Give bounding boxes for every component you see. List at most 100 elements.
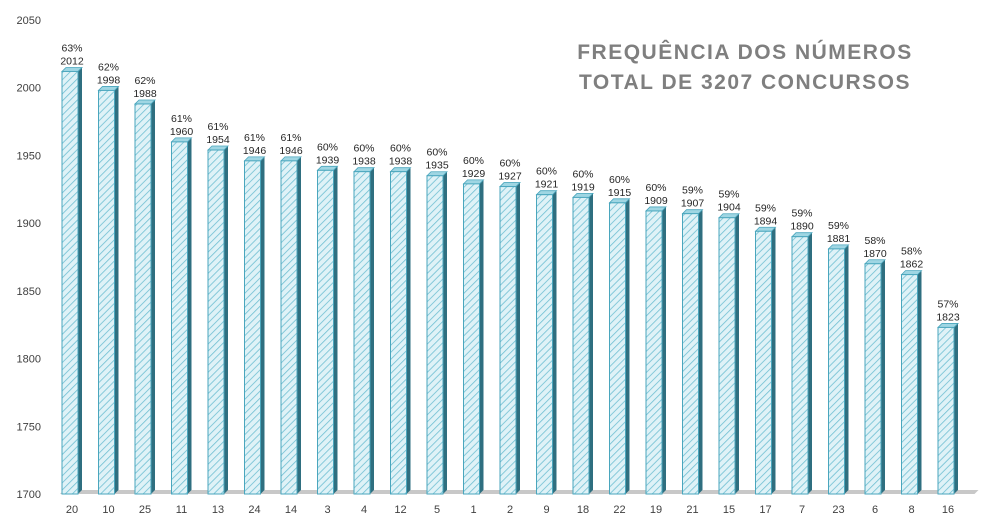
- x-tick-label: 6: [872, 504, 878, 516]
- value-label: 2012: [60, 55, 84, 67]
- percent-label: 59%: [828, 220, 849, 232]
- bar: [535, 190, 558, 495]
- bar-top-face: [462, 179, 485, 185]
- x-tick-label: 18: [577, 504, 589, 516]
- bar: [280, 156, 302, 495]
- bar-front-face: [901, 274, 918, 495]
- value-label: 1946: [279, 145, 303, 157]
- bar-top-face: [718, 213, 740, 219]
- percent-label: 63%: [61, 42, 82, 54]
- value-label: 1998: [97, 74, 121, 86]
- x-tick-label: 8: [908, 504, 914, 516]
- bar-top-face: [827, 244, 850, 250]
- x-tick-label: 4: [361, 504, 367, 516]
- percent-label: 62%: [98, 61, 119, 73]
- bar-top-face: [645, 206, 667, 212]
- bar: [937, 323, 959, 495]
- bar: [608, 198, 631, 495]
- x-tick-label: 2: [507, 504, 513, 516]
- y-tick-label: 1750: [17, 421, 41, 433]
- y-tick-label: 1950: [17, 150, 41, 162]
- bar-side-face: [78, 67, 82, 494]
- y-tick-label: 1800: [17, 354, 41, 366]
- x-tick-label: 3: [324, 504, 330, 516]
- y-tick-label: 1850: [17, 286, 41, 298]
- bar-top-face: [170, 137, 193, 143]
- bar: [572, 193, 594, 495]
- bar: [718, 213, 740, 495]
- y-tick-label: 2000: [17, 83, 41, 95]
- y-tick-label: 1900: [17, 218, 41, 230]
- value-label: 1938: [389, 156, 413, 168]
- bar-side-face: [297, 156, 301, 495]
- bar: [462, 179, 485, 495]
- bar-front-face: [134, 103, 152, 495]
- bar-front-face: [244, 160, 261, 495]
- value-label: 1862: [900, 259, 924, 271]
- x-tick-label: 16: [942, 504, 954, 516]
- percent-label: 60%: [536, 166, 557, 178]
- x-tick-label: 12: [394, 504, 406, 516]
- bar: [170, 137, 193, 495]
- x-tick-label: 10: [102, 504, 114, 516]
- bar-side-face: [735, 213, 739, 494]
- x-tick-label: 23: [832, 504, 844, 516]
- y-tick-label: 2050: [17, 15, 41, 27]
- bar-front-face: [791, 236, 809, 495]
- bar-side-face: [260, 156, 265, 495]
- x-tick-label: 24: [248, 504, 260, 516]
- value-label: 1890: [790, 221, 814, 233]
- bar: [61, 67, 83, 495]
- value-label: 1921: [535, 179, 559, 191]
- bar-top-face: [572, 193, 594, 198]
- percent-label: 61%: [207, 121, 228, 133]
- bar: [426, 171, 448, 495]
- bar-side-face: [881, 259, 885, 494]
- bar-front-face: [536, 194, 553, 495]
- bar-front-face: [61, 70, 79, 495]
- percent-label: 58%: [864, 235, 885, 247]
- value-label: 1935: [425, 160, 449, 172]
- bar-top-face: [207, 145, 229, 151]
- value-label: 1907: [681, 198, 705, 210]
- percent-label: 57%: [937, 298, 958, 310]
- bar-top-face: [280, 156, 302, 162]
- percent-label: 60%: [645, 182, 666, 194]
- bar-front-face: [499, 186, 517, 495]
- bar-front-face: [98, 89, 115, 495]
- bar-front-face: [718, 217, 736, 495]
- bar-side-face: [698, 209, 703, 495]
- bar: [754, 226, 777, 495]
- x-tick-label: 20: [66, 504, 78, 516]
- percent-label: 60%: [426, 147, 447, 159]
- percent-label: 61%: [171, 113, 192, 125]
- x-tick-label: 19: [650, 504, 662, 516]
- bar-front-face: [353, 171, 371, 495]
- bar-top-face: [316, 165, 339, 171]
- value-label: 1939: [316, 154, 340, 166]
- x-tick-label: 7: [799, 504, 805, 516]
- value-label: 1938: [352, 156, 376, 168]
- value-label: 1960: [170, 126, 194, 138]
- bar: [900, 270, 923, 495]
- percent-label: 62%: [134, 75, 155, 87]
- bar-side-face: [917, 270, 922, 494]
- bar-side-face: [954, 323, 958, 494]
- bar: [827, 244, 850, 495]
- bar: [134, 99, 156, 495]
- bar: [645, 206, 667, 495]
- bar-side-face: [516, 182, 520, 494]
- bar-front-face: [864, 263, 882, 495]
- percent-label: 61%: [280, 132, 301, 144]
- bar-top-face: [97, 86, 120, 91]
- x-tick-label: 11: [176, 504, 187, 516]
- bar-front-face: [609, 202, 626, 495]
- bar-front-face: [390, 171, 407, 495]
- value-label: 1823: [936, 311, 960, 323]
- bar-front-face: [755, 230, 772, 495]
- bar-side-face: [370, 167, 374, 494]
- percent-label: 61%: [244, 132, 265, 144]
- bar-side-face: [844, 244, 849, 494]
- bar: [316, 165, 339, 495]
- value-label: 1919: [571, 181, 595, 193]
